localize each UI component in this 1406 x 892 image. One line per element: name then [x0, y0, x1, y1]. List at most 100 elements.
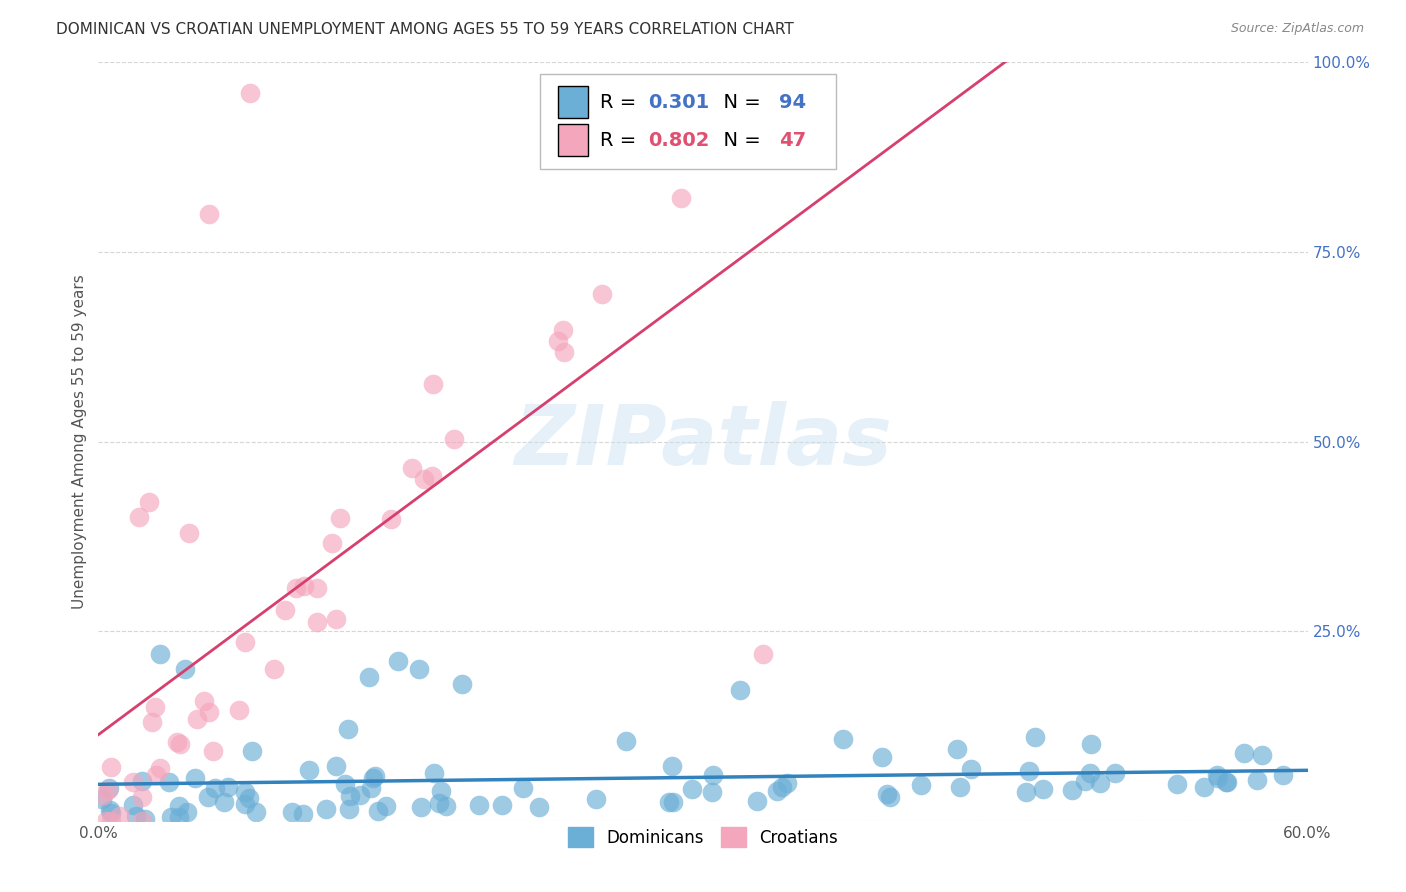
Point	[138, 495, 160, 509]
Point	[134, 812, 156, 826]
Text: ZIPatlas: ZIPatlas	[515, 401, 891, 482]
Point	[752, 647, 775, 661]
Point	[233, 785, 256, 799]
Point	[240, 744, 263, 758]
Point	[658, 795, 681, 809]
Point	[292, 579, 315, 593]
Point	[100, 760, 122, 774]
Point	[98, 803, 121, 817]
Point	[1014, 785, 1036, 799]
Point	[770, 780, 793, 795]
Point	[337, 722, 360, 736]
Point	[553, 323, 575, 337]
Point	[361, 771, 384, 785]
Point	[662, 795, 685, 809]
Point	[124, 809, 146, 823]
Point	[451, 677, 474, 691]
Point	[325, 759, 347, 773]
Point	[337, 802, 360, 816]
Point	[204, 781, 226, 796]
Text: DOMINICAN VS CROATIAN UNEMPLOYMENT AMONG AGES 55 TO 59 YEARS CORRELATION CHART: DOMINICAN VS CROATIAN UNEMPLOYMENT AMONG…	[56, 22, 794, 37]
Point	[228, 703, 250, 717]
Point	[176, 805, 198, 819]
Point	[239, 86, 262, 100]
Text: N =: N =	[711, 93, 768, 112]
Point	[321, 536, 343, 550]
Point	[263, 662, 285, 676]
Point	[747, 794, 769, 808]
Point	[443, 432, 465, 446]
Point	[1166, 777, 1188, 791]
Point	[872, 749, 894, 764]
Point	[305, 581, 328, 595]
Point	[422, 377, 444, 392]
Point	[434, 799, 457, 814]
Point	[512, 780, 534, 795]
Point	[1018, 764, 1040, 779]
Point	[876, 787, 898, 801]
Point	[169, 737, 191, 751]
Point	[274, 603, 297, 617]
Text: N =: N =	[711, 131, 768, 150]
Point	[1251, 748, 1274, 763]
Point	[131, 774, 153, 789]
Point	[186, 712, 208, 726]
Point	[1205, 767, 1227, 781]
Text: Source: ZipAtlas.com: Source: ZipAtlas.com	[1230, 22, 1364, 36]
FancyBboxPatch shape	[558, 87, 588, 118]
Point	[553, 344, 575, 359]
Point	[141, 714, 163, 729]
Point	[184, 771, 207, 785]
Point	[681, 781, 703, 796]
Point	[166, 734, 188, 748]
Point	[179, 525, 201, 540]
Point	[360, 780, 382, 795]
Point	[292, 806, 315, 821]
Point	[702, 768, 724, 782]
Point	[614, 733, 637, 747]
Point	[339, 789, 361, 803]
Point	[949, 780, 972, 795]
Point	[730, 682, 752, 697]
Y-axis label: Unemployment Among Ages 55 to 59 years: Unemployment Among Ages 55 to 59 years	[72, 274, 87, 609]
Point	[284, 581, 307, 595]
Point	[121, 798, 143, 813]
Point	[145, 768, 167, 782]
Point	[94, 814, 117, 828]
Point	[305, 615, 328, 629]
Point	[329, 511, 352, 525]
Text: 94: 94	[779, 93, 806, 112]
Point	[1090, 776, 1112, 790]
Point	[97, 783, 120, 797]
Point	[100, 805, 122, 820]
Point	[380, 512, 402, 526]
Point	[547, 334, 569, 348]
Point	[468, 798, 491, 813]
Point	[91, 788, 114, 802]
Point	[1024, 731, 1046, 745]
Point	[422, 766, 444, 780]
Point	[167, 809, 190, 823]
Point	[217, 780, 239, 794]
Point	[91, 792, 114, 806]
Point	[832, 731, 855, 746]
Point	[1074, 773, 1097, 788]
Point	[367, 805, 389, 819]
Point	[1060, 782, 1083, 797]
Point	[201, 744, 224, 758]
Point	[1215, 775, 1237, 789]
Point	[281, 805, 304, 819]
Point	[960, 762, 983, 776]
Legend: Dominicans, Croatians: Dominicans, Croatians	[561, 821, 845, 854]
Point	[364, 769, 387, 783]
Point	[591, 287, 613, 301]
Point	[910, 778, 932, 792]
Point	[157, 775, 180, 789]
Point	[387, 655, 409, 669]
Point	[776, 776, 799, 790]
Point	[669, 191, 692, 205]
Point	[128, 510, 150, 524]
Point	[1080, 737, 1102, 751]
Point	[412, 472, 434, 486]
Point	[131, 814, 153, 828]
